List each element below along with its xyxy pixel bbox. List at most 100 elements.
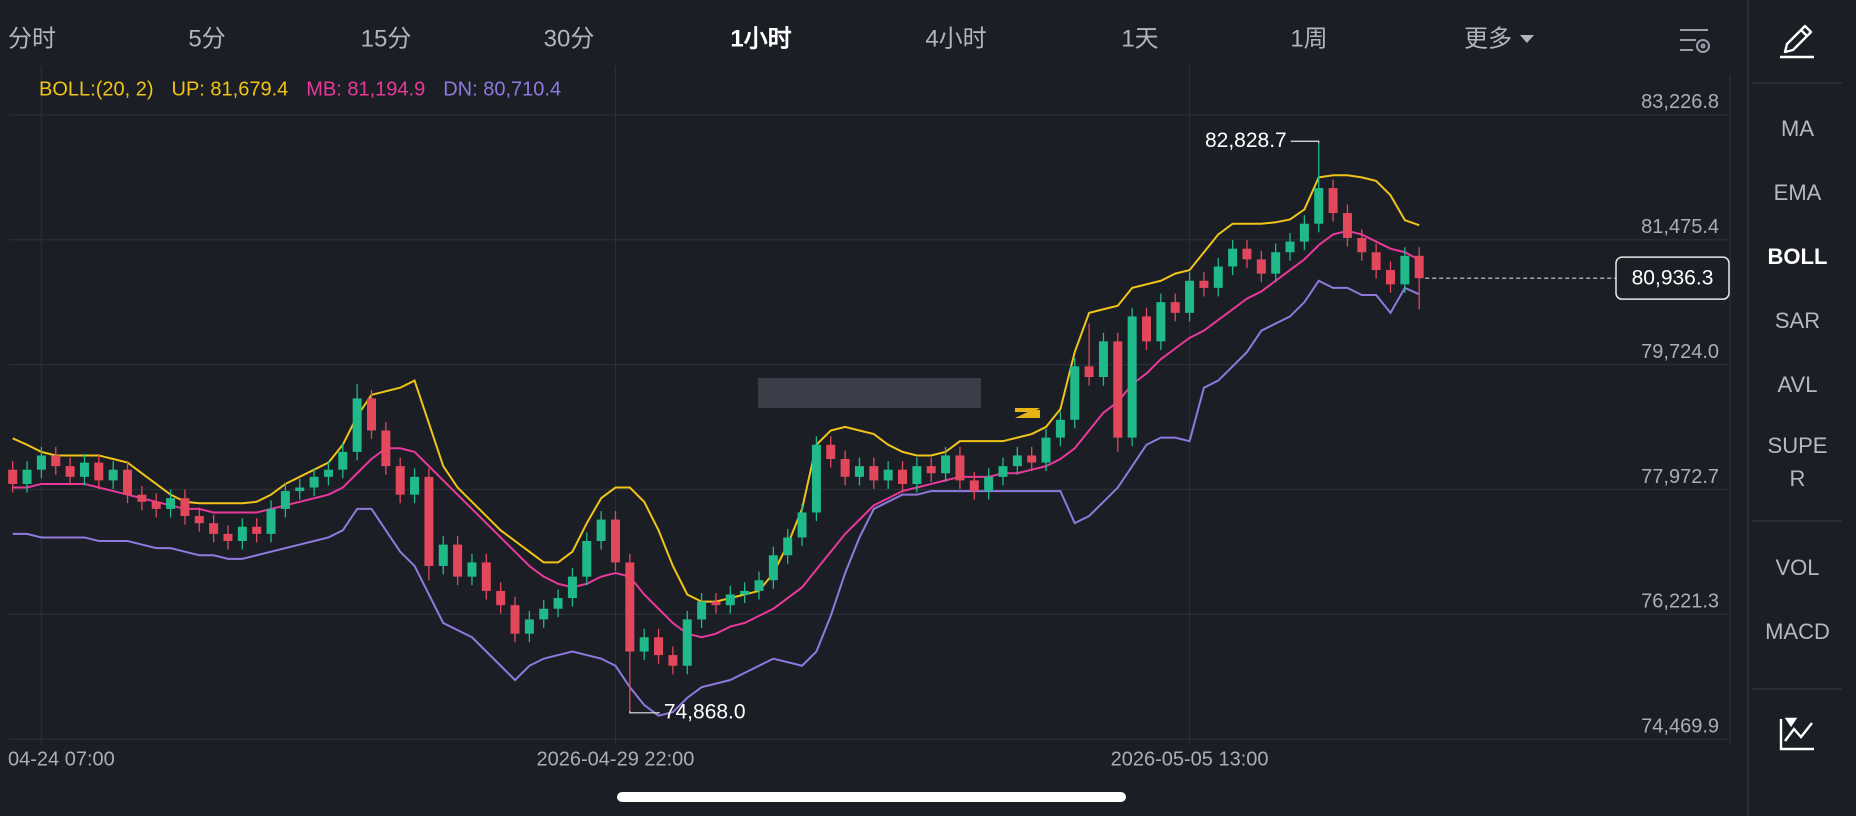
candle-body (740, 590, 750, 595)
max-pointer (1290, 140, 1320, 144)
candle-body (912, 466, 922, 484)
candle-body (510, 605, 520, 634)
candle-body (252, 526, 262, 534)
candle-body (898, 469, 908, 484)
candle-body (1271, 252, 1281, 274)
legend-entry[interactable]: UP: 81,679.4 (172, 78, 289, 100)
candle-body (1170, 302, 1180, 313)
max-label: 82,828.7 (1205, 129, 1287, 152)
candle-body (1371, 252, 1381, 271)
candle-body (424, 476, 434, 566)
candle-body (639, 637, 649, 652)
candle-body (237, 526, 247, 542)
indicator-option[interactable]: AVL (1777, 372, 1818, 397)
indicator-option[interactable]: EMA (1773, 180, 1822, 205)
candle-body (610, 519, 620, 563)
timeframe-tab[interactable]: 30分 (544, 25, 595, 52)
candle-body (395, 466, 405, 495)
legend-indicator: BOLL:(20, 2) (39, 78, 154, 100)
timeframe-tab[interactable]: 更多 (1464, 25, 1512, 52)
last-price-box (1615, 256, 1730, 300)
candle-body (51, 455, 61, 467)
candle-body (926, 466, 936, 474)
timeframe-tab[interactable]: 1周 (1290, 25, 1327, 52)
candle-body (984, 476, 994, 492)
timeframe-tab[interactable]: 1天 (1121, 25, 1158, 52)
candle-body (840, 459, 850, 477)
timeframe-tab[interactable]: 1小时 (730, 25, 791, 52)
candle-body (754, 580, 764, 591)
candle-body (941, 455, 951, 474)
candle-body (998, 466, 1008, 477)
candle-body (438, 544, 448, 566)
indicator-option[interactable]: BOLL (1767, 244, 1828, 269)
candle-body (1098, 341, 1108, 378)
redaction (758, 378, 981, 408)
candle-body (1041, 437, 1051, 463)
chart-tool-icon[interactable] (1779, 717, 1814, 751)
candle-body (194, 516, 204, 524)
indicator-option[interactable]: MACD (1765, 619, 1830, 644)
timeframe-tab[interactable]: 15分 (361, 25, 412, 52)
candle-body (309, 476, 319, 488)
candle-body (697, 601, 707, 620)
candle-body (969, 480, 979, 492)
grid-layer (9, 66, 1730, 745)
candle-body (223, 533, 233, 542)
candle-body (883, 469, 893, 481)
settings-icon[interactable] (1680, 29, 1710, 53)
timeframe-tab[interactable]: 5分 (188, 25, 225, 52)
draw-tool-icon[interactable] (1780, 24, 1814, 59)
dropdown-arrow[interactable] (1520, 35, 1534, 43)
candle-body (1285, 241, 1295, 253)
indicator-option[interactable]: SUPER (1767, 433, 1828, 491)
timeframe-tab[interactable]: 4小时 (925, 25, 986, 52)
candle-body (1228, 248, 1238, 267)
candle-body (1012, 455, 1022, 467)
candle-body (410, 476, 420, 495)
candle-body (682, 619, 692, 666)
candle-body (1328, 188, 1338, 214)
candle-body (869, 466, 879, 481)
y-tick-label: 83,226.8 (1641, 91, 1719, 113)
candle-body (36, 455, 46, 470)
y-tick-label: 76,221.3 (1641, 591, 1719, 613)
candle-body (1414, 255, 1424, 279)
label-layer: 83,226.8 81,475.4 79,724.0 77,972.7 76,221.3… (8, 78, 1730, 770)
candle-body (668, 655, 678, 666)
legend-entry[interactable]: DN: 80,710.4 (443, 78, 561, 100)
y-tick-label: 79,724.0 (1641, 341, 1719, 363)
candle-body (768, 555, 778, 581)
indicator-option[interactable]: MA (1781, 116, 1814, 141)
x-tick-label: 04-24 07:00 (8, 748, 115, 770)
candle-body (496, 590, 506, 606)
candle-body (352, 398, 362, 452)
y-tick-label: 81,475.4 (1641, 216, 1719, 238)
indicator-option[interactable]: VOL (1775, 555, 1820, 580)
candle-body (1084, 366, 1094, 378)
candle-body (1342, 213, 1352, 238)
candle-body (567, 576, 577, 599)
candle-body (1199, 280, 1209, 288)
indicator-option[interactable]: SAR (1774, 308, 1821, 333)
candle-body (1314, 188, 1324, 224)
min-pointer (629, 710, 660, 714)
legend-entry[interactable]: MB: 81,194.9 (306, 78, 425, 100)
x-tick-label: 2026-05-05 13:00 (1111, 748, 1269, 770)
candle-body (1142, 316, 1152, 342)
timeframe-tab[interactable]: 分时 (8, 25, 56, 52)
candle-body (381, 430, 391, 467)
candle-body (783, 537, 793, 556)
candle-body (1400, 255, 1410, 285)
candle-body (1113, 341, 1123, 438)
candle-body (1156, 302, 1166, 342)
candle-body (22, 469, 32, 484)
candle-body (151, 501, 161, 509)
candle-body (453, 544, 463, 577)
candle-body (166, 498, 176, 509)
candle-body (539, 608, 549, 620)
candle-body (180, 498, 190, 517)
